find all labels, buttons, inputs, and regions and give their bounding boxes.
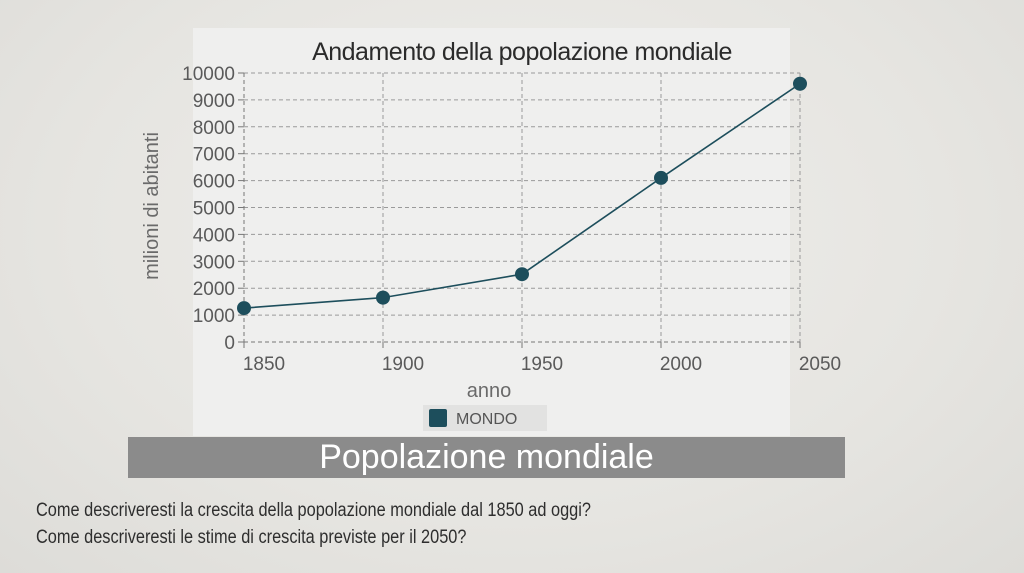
series-mondo [237, 76, 807, 316]
legend: MONDO [423, 405, 547, 431]
x-tick-labels: 1850 1900 1950 2000 2050 [243, 354, 841, 375]
chart-panel [193, 28, 790, 436]
caption-bar: Popolazione mondiale [128, 437, 845, 478]
y-tick-label-7000: 7000 [193, 145, 235, 166]
y-tick-label-5000: 5000 [193, 199, 235, 220]
axes [238, 72, 801, 348]
legend-swatch-mondo [429, 409, 447, 427]
x-axis-label: anno [467, 380, 512, 402]
data-point-1950 [515, 267, 529, 282]
y-tick-label-8000: 8000 [193, 118, 235, 139]
x-tick-label-2050: 2050 [799, 354, 841, 375]
y-tick-label-1000: 1000 [193, 306, 235, 327]
data-point-1850 [237, 301, 251, 316]
legend-label-mondo: MONDO [456, 411, 517, 428]
x-tick-label-1900: 1900 [382, 354, 424, 375]
y-axis-label: milioni di abitanti [141, 132, 163, 280]
y-tick-labels: 0 1000 2000 3000 4000 5000 6000 7000 8000 9000 100… [182, 64, 235, 354]
chart-title: Andamento della popolazione mondiale [312, 38, 732, 66]
data-point-2050 [793, 76, 807, 91]
y-tick-label-0: 0 [224, 333, 235, 354]
y-tick-label-9000: 9000 [193, 91, 235, 112]
y-tick-label-2000: 2000 [193, 279, 235, 300]
question-2: Come descriveresti le stime di crescita … [36, 527, 467, 548]
data-point-1900 [376, 290, 390, 305]
question-1: Come descriveresti la crescita della pop… [36, 500, 591, 521]
y-tick-label-4000: 4000 [193, 225, 235, 246]
x-tick-label-1950: 1950 [521, 354, 563, 375]
x-tick-label-1850: 1850 [243, 354, 285, 375]
data-point-2000 [654, 170, 668, 185]
x-tick-label-2000: 2000 [660, 354, 702, 375]
y-tick-label-6000: 6000 [193, 172, 235, 193]
y-tick-label-10000: 10000 [182, 64, 235, 85]
grid-lines [244, 72, 801, 342]
y-tick-label-3000: 3000 [193, 252, 235, 273]
